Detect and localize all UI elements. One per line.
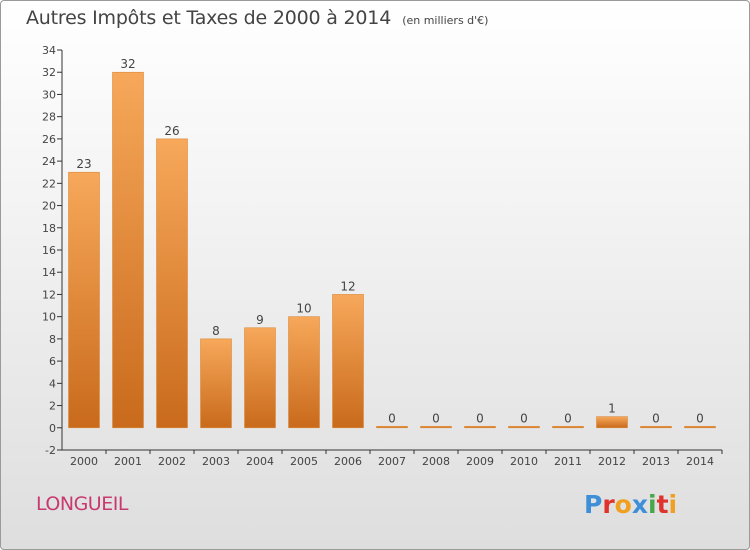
x-tick-label: 2000 (70, 455, 98, 468)
x-tick-label: 2004 (246, 455, 274, 468)
y-tick-label: 18 (42, 222, 56, 235)
y-tick-label: 10 (42, 311, 56, 324)
bars (68, 71, 716, 429)
logo-letter: i (668, 490, 678, 519)
y-tick-label: 8 (49, 333, 56, 346)
bar-value-label: 0 (520, 411, 528, 425)
bar-value-label: 8 (212, 324, 220, 338)
bar (112, 71, 144, 429)
logo-letter: t (656, 490, 669, 519)
logo-letter: i (648, 490, 657, 519)
x-tick-label: 2012 (598, 455, 626, 468)
bar (244, 327, 276, 429)
x-tick-label: 2011 (554, 455, 582, 468)
bar (508, 425, 540, 429)
y-tick-label: 24 (42, 155, 56, 168)
y-tick-label: 26 (42, 133, 56, 146)
bar (332, 294, 364, 429)
y-tick-label: -2 (45, 444, 56, 457)
y-tick-label: 6 (49, 355, 56, 368)
chart-unit-label: (en milliers d'€) (402, 14, 489, 27)
x-tick-label: 2005 (290, 455, 318, 468)
x-tick-label: 2014 (686, 455, 714, 468)
x-tick-label: 2001 (114, 455, 142, 468)
bar-value-label: 9 (256, 313, 264, 327)
bar-value-label: 32 (120, 57, 135, 71)
bar (200, 338, 232, 429)
logo-letter: P (584, 490, 603, 519)
logo-letter: x (631, 490, 648, 519)
x-tick-label: 2009 (466, 455, 494, 468)
bar-value-label: 10 (296, 302, 311, 316)
bar (420, 425, 452, 429)
y-tick-label: 14 (42, 266, 56, 279)
y-tick-label: 32 (42, 66, 56, 79)
y-tick-label: 20 (42, 200, 56, 213)
bar-value-label: 26 (164, 124, 179, 138)
bar-value-label: 0 (652, 411, 660, 425)
bar-value-label: 1 (608, 402, 616, 416)
x-tick-label: 2006 (334, 455, 362, 468)
logo-letter: o (614, 490, 632, 519)
bar-value-label: 0 (476, 411, 484, 425)
y-tick-label: 12 (42, 288, 56, 301)
x-tick-label: 2010 (510, 455, 538, 468)
y-tick-label: 30 (42, 88, 56, 101)
logo-letter: r (602, 490, 615, 519)
x-tick-label: 2013 (642, 455, 670, 468)
x-axis: 2000 2001 2002 2003 2004 2005 2006 2007 2008 2009… (62, 449, 723, 468)
y-tick-label: 22 (42, 177, 56, 190)
bar-value-label: 0 (696, 411, 704, 425)
bar-value-label: 0 (564, 411, 572, 425)
proxiti-logo[interactable]: Proxiti (584, 490, 677, 519)
x-tick-label: 2007 (378, 455, 406, 468)
bar-value-label: 0 (388, 411, 396, 425)
bar (464, 425, 496, 429)
bar (288, 316, 320, 429)
bar (68, 171, 100, 429)
x-tick-label: 2008 (422, 455, 450, 468)
bar (640, 425, 672, 429)
bar-value-label: 23 (76, 157, 91, 171)
chart-title: Autres Impôts et Taxes de 2000 à 2014 (e… (26, 7, 488, 29)
y-tick-label: 28 (42, 111, 56, 124)
bar (684, 425, 716, 429)
x-tick-label: 2002 (158, 455, 186, 468)
bar-value-label: 12 (340, 279, 355, 293)
y-tick-label: 34 (42, 44, 56, 57)
bar-value-label: 0 (432, 411, 440, 425)
y-tick-label: 0 (49, 422, 56, 435)
y-tick-label: 4 (49, 377, 56, 390)
bar (156, 138, 188, 429)
bar (376, 425, 408, 429)
chart-title-text: Autres Impôts et Taxes de 2000 à 2014 (26, 7, 392, 29)
commune-name: LONGUEIL (36, 493, 128, 515)
x-tick-label: 2003 (202, 455, 230, 468)
bar (596, 416, 628, 429)
bar (552, 425, 584, 429)
y-tick-label: 16 (42, 244, 56, 257)
y-tick-label: 2 (49, 400, 56, 413)
